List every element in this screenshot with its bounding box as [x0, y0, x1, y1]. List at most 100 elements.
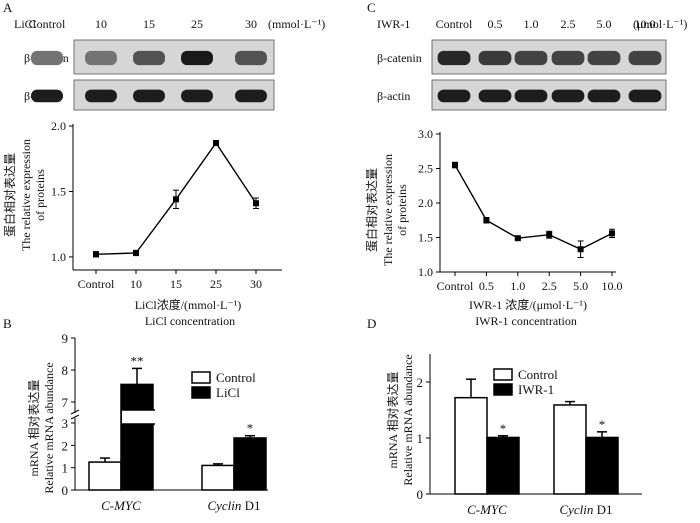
chart-b-y-tick-label: 7 [62, 395, 69, 410]
chart-b-legend-label: Control [216, 370, 256, 385]
chart-c-y-tick-label: 1.0 [418, 265, 433, 279]
chart-b-legend-swatch [191, 386, 211, 399]
chart-c-x-tick-label: 1.0 [510, 279, 525, 293]
blot-a-lane-label: 30 [245, 17, 257, 31]
chart-b-ylabel-en: Relative mRNA abundance [42, 362, 56, 493]
blot-c-actin-band [551, 89, 585, 103]
chart-c-data-point [483, 217, 490, 224]
chart-b-legend-swatch [191, 371, 211, 384]
chart-b-category-label-italic: Cyclin [207, 498, 241, 513]
chart-b-significance-mark: * [247, 421, 254, 436]
chart-d-y-tick-label: 0 [417, 487, 424, 502]
chart-d-legend-label: Control [518, 367, 558, 382]
chart-a-y-tick-label: 2.0 [51, 119, 66, 133]
chart-b-y-tick-label: 3 [62, 416, 69, 431]
chart-c-ylabel-en-1: The relative expression [381, 154, 395, 266]
blot-c-lane-label: 2.5 [561, 17, 576, 31]
blot-c-actin-membrane [431, 79, 667, 111]
blot-c-catenin-membrane [431, 39, 667, 75]
chart-c-ylabel-cn: 蛋白相对表达量 [364, 168, 379, 252]
chart-a-data-point [253, 200, 259, 207]
blot-c-actin-label: β-actin [377, 89, 410, 103]
blot-c-actin-band [437, 89, 471, 103]
chart-a-data-point [173, 196, 179, 203]
panel-letter-d: D [367, 316, 376, 331]
chart-b-significance-mark: ** [131, 353, 144, 368]
chart-c-xlabel-cn: IWR-1 浓度/(μmol·L⁻¹) [469, 297, 587, 312]
chart-b-y-tick-label: 1 [62, 461, 69, 476]
chart-a-ylabel-en-2: of proteins [33, 169, 47, 221]
chart-a-y-tick-label: 1.0 [51, 250, 66, 264]
blot-c-catenin-band [551, 50, 585, 66]
chart-a-data-point [93, 251, 99, 258]
chart-c-series-line [454, 164, 613, 251]
blot-c-catenin-band [628, 50, 662, 66]
blot-c-actin-band [514, 89, 548, 103]
blot-a-catenin-band [235, 50, 267, 66]
blot-a-catenin-band [31, 50, 63, 66]
blot-c-lane-label: 5.0 [597, 17, 612, 31]
chart-b-category-label-suffix: D1 [241, 498, 260, 513]
blot-c-actin-band [478, 89, 512, 103]
chart-d-bar [553, 404, 587, 495]
blot-c-actin-band [628, 89, 662, 103]
blot-c-lane-label: Control [436, 17, 473, 31]
chart-a-line: 1.0 1.5 2.0 Control 10 15 25 30 [51, 119, 282, 291]
chart-b-bar-break-gap [122, 410, 156, 424]
blot-c-lane-labels: Control 0.5 1.0 2.5 5.0 10.0 [436, 17, 656, 31]
chart-a-xlabel-cn: LiCl浓度/(mmol·L⁻¹) [135, 297, 242, 312]
chart-d-ylabel-en: Relative mRNA abundance [401, 354, 415, 485]
blot-c-bands [431, 39, 667, 111]
chart-c-y-tick-label: 3.0 [418, 127, 433, 141]
blot-c-catenin-band [437, 50, 471, 66]
chart-d-legend-label: IWR-1 [518, 382, 554, 397]
chart-d-significance-mark: * [599, 417, 606, 432]
chart-d-category-label-italic: Cyclin [559, 502, 593, 517]
chart-d-y-tick-label: 1 [417, 431, 424, 446]
chart-a-data-point [213, 140, 219, 147]
chart-d-category-label: C-MYC [467, 502, 507, 517]
chart-b-bar [88, 461, 122, 491]
chart-b-bar [120, 383, 154, 491]
panel-letter-c: C [367, 0, 376, 15]
chart-c-x-tick-label: Control [437, 279, 474, 293]
chart-d-ylabel-cn: mRNA 相对表达量 [386, 371, 400, 468]
blot-a-lane-label: 15 [143, 17, 155, 31]
chart-d-legend-swatch [493, 383, 513, 396]
chart-b-legend-label: LiCl [216, 385, 240, 400]
blot-a-actin-band [31, 89, 63, 103]
chart-a-xlabel-en: LiCl concentration [145, 314, 235, 328]
blot-a-lane-label: Control [29, 17, 66, 31]
chart-b-axis-break-mark [70, 409, 80, 415]
blot-a-unit: (mmol·L⁻¹) [268, 17, 325, 31]
chart-b-bar [233, 437, 267, 491]
chart-c-data-point [609, 230, 615, 237]
chart-c-x-tick-label: 10.0 [602, 279, 623, 293]
chart-c-xlabel-en: IWR-1 concentration [475, 314, 577, 328]
chart-a-x-tick-label: 10 [130, 277, 142, 291]
chart-d-bar [486, 436, 520, 495]
blot-a-lane-labels: Control 10 15 25 30 [29, 17, 257, 31]
chart-c-x-tick-label: 2.5 [542, 279, 557, 293]
blot-a-catenin-band [85, 50, 117, 66]
chart-a-x-tick-label: 15 [170, 277, 182, 291]
chart-c-data-point [577, 246, 584, 253]
blot-c-catenin-label: β-catenin [377, 51, 422, 65]
blot-c-treatment-label: IWR-1 [377, 17, 410, 31]
blot-a-catenin-band [181, 50, 213, 66]
blot-a-lane-label: 25 [191, 17, 203, 31]
chart-a-y-tick-label: 1.5 [51, 184, 66, 198]
chart-c-line: 1.0 1.5 2.0 2.5 3.0 Control 0.5 1.0 2.5 5.0 10.0 [418, 127, 623, 293]
blot-c-catenin-band [478, 50, 512, 66]
blot-a-actin-band [181, 89, 213, 103]
blot-a-bands [31, 39, 275, 111]
chart-d-y-tick-label: 2 [417, 375, 424, 390]
blot-a-actin-band [133, 89, 165, 103]
chart-b-category-label: Cyclin D1 [207, 498, 260, 513]
chart-d-significance-mark: * [500, 421, 507, 436]
chart-c-x-tick-label: 5.0 [573, 279, 588, 293]
chart-b-ylabel-cn: mRNA 相对表达量 [27, 379, 41, 476]
